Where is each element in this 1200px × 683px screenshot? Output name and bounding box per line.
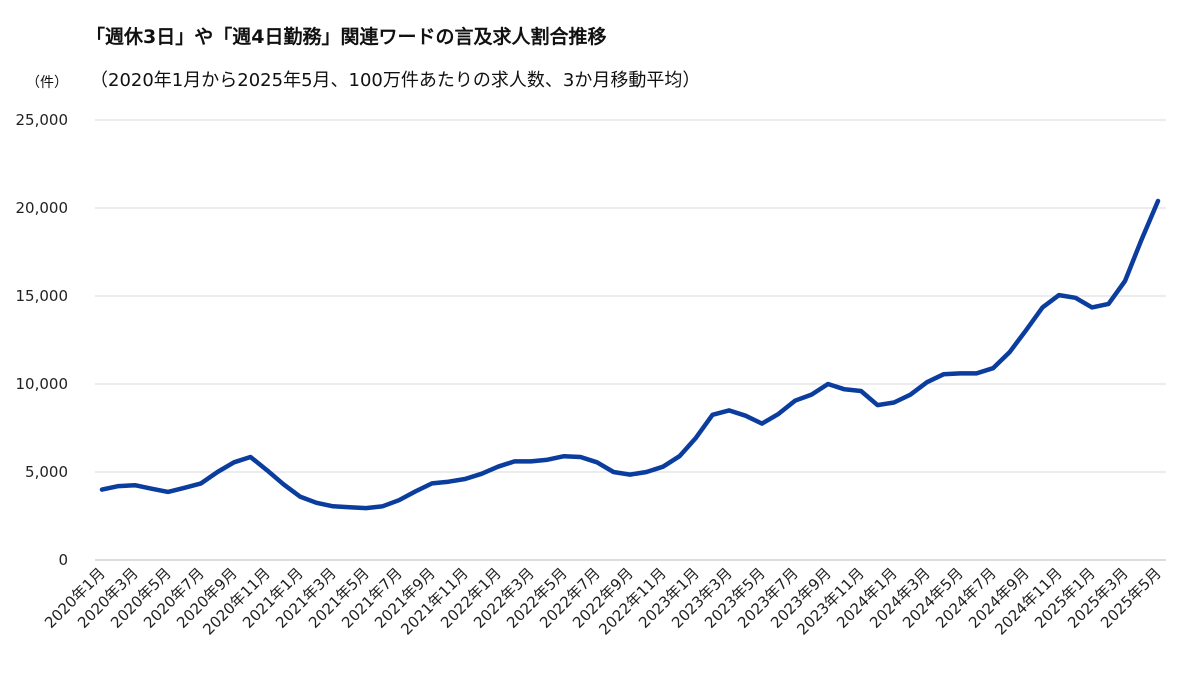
y-tick-label: 10,000 [16, 375, 69, 393]
y-axis-unit-label: （件） [26, 75, 68, 91]
y-tick-label: 25,000 [16, 111, 69, 129]
data-line [99, 198, 1161, 511]
y-tick-label: 20,000 [16, 199, 69, 217]
y-tick-label: 15,000 [16, 287, 69, 305]
chart-subtitle: （2020年1月から2025年5月、100万件あたりの求人数、3か月移動平均） [90, 70, 701, 91]
y-tick-label: 5,000 [25, 463, 68, 481]
chart-title: 「週休3日」や「週4日勤務」関連ワードの言及求人割合推移 [86, 26, 607, 48]
y-tick-label: 0 [58, 551, 68, 569]
